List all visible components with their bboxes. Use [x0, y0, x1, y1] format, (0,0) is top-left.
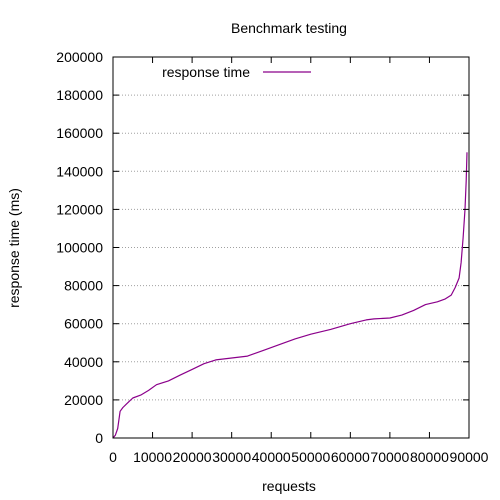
y-tick-label: 60000 — [64, 316, 103, 332]
series-line — [112, 152, 468, 439]
chart-title: Benchmark testing — [231, 20, 347, 36]
x-tick-label: 30000 — [212, 449, 251, 465]
y-tick-label: 80000 — [64, 278, 103, 294]
ticks: 0200004000060000800001000001200001400001… — [56, 49, 488, 465]
x-tick-label: 0 — [109, 449, 117, 465]
y-tick-label: 40000 — [64, 354, 103, 370]
y-tick-label: 0 — [95, 430, 103, 446]
legend: response time — [162, 64, 311, 80]
y-tick-label: 180000 — [56, 87, 103, 103]
x-tick-label: 40000 — [252, 449, 291, 465]
x-tick-label: 90000 — [450, 449, 489, 465]
y-tick-label: 140000 — [56, 163, 103, 179]
x-tick-label: 50000 — [291, 449, 330, 465]
y-tick-label: 120000 — [56, 201, 103, 217]
series-layer — [112, 152, 468, 439]
x-tick-label: 60000 — [331, 449, 370, 465]
y-tick-label: 20000 — [64, 392, 103, 408]
y-tick-label: 160000 — [56, 125, 103, 141]
y-tick-label: 100000 — [56, 240, 103, 256]
x-tick-label: 10000 — [133, 449, 172, 465]
x-tick-label: 80000 — [410, 449, 449, 465]
y-tick-label: 200000 — [56, 49, 103, 65]
grid — [113, 94, 469, 401]
x-tick-label: 20000 — [173, 449, 212, 465]
x-tick-label: 70000 — [370, 449, 409, 465]
legend-label: response time — [162, 64, 250, 80]
y-axis-label: response time (ms) — [6, 188, 22, 308]
x-axis-label: requests — [262, 478, 316, 494]
